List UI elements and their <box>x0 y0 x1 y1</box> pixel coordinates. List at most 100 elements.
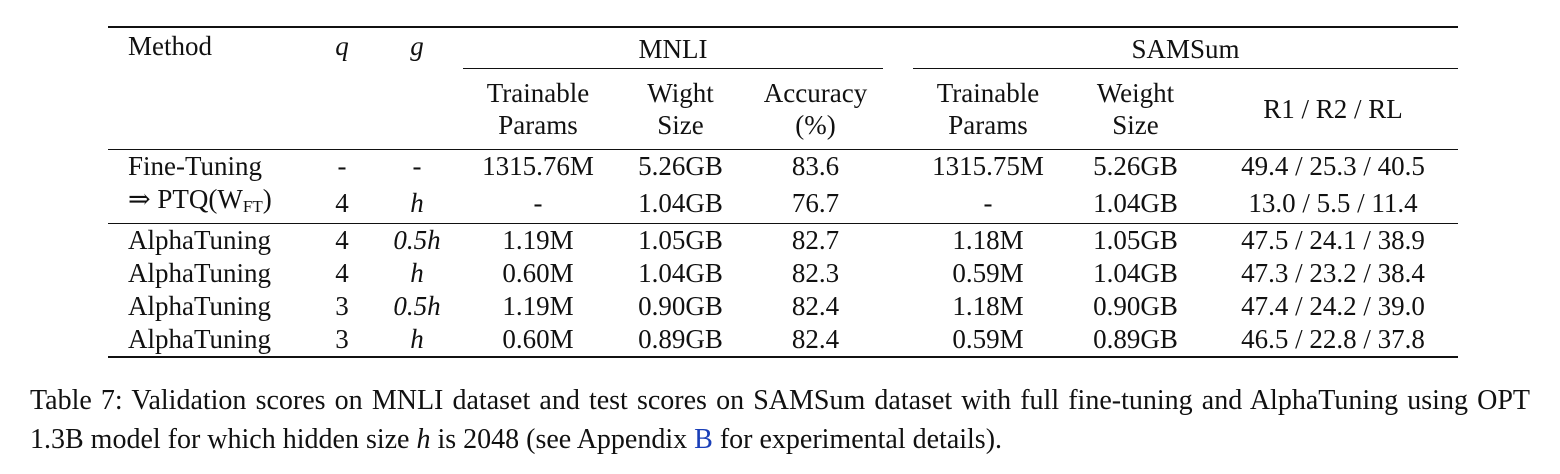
header-g: g <box>371 26 463 150</box>
cell-mnli-params: 1.19M <box>502 291 574 321</box>
cell-sam-size: 1.05GB <box>1063 223 1208 257</box>
cell-sam-params: 1.18M <box>913 223 1063 257</box>
cell-mnli-size: 1.05GB <box>613 223 748 257</box>
cell-mnli-acc: 82.4 <box>748 323 883 358</box>
header-group-row: Method q g MNLI SAMSum <box>108 26 1458 150</box>
cell-sam-rouge: 13.0 / 5.5 / 11.4 <box>1248 187 1418 218</box>
cell-gap <box>883 257 913 290</box>
cell-g: h <box>410 258 424 288</box>
cell-mnli-params: 0.60M <box>502 258 574 288</box>
cell-sam-params: 1.18M <box>952 291 1024 321</box>
header-sam-params-line1: Trainable <box>936 78 1040 108</box>
cell-sam-params: 0.59M <box>913 323 1063 358</box>
cell-mnli-acc: 82.4 <box>791 291 840 321</box>
header-sam-rouge: R1 / R2 / RL <box>1263 94 1403 124</box>
cell-g: - <box>371 149 463 183</box>
cell-sam-rouge: 49.4 / 25.3 / 40.5 <box>1208 149 1458 183</box>
method-ptq-suffix: ) <box>262 184 272 214</box>
cell-gap <box>883 323 913 358</box>
cell-sam-params: 0.59M <box>952 258 1024 288</box>
header-sub-row: Trainable Params Wight Size Accuracy (%) Tr… <box>108 69 1458 150</box>
header-mnli-params-line2: Params <box>498 110 578 140</box>
cell-method: AlphaTuning <box>108 223 313 257</box>
cell-method: AlphaTuning <box>108 323 313 358</box>
results-table-container: Method q g MNLI SAMSum Trainable Params W… <box>108 26 1458 358</box>
cell-mnli-acc: 82.7 <box>748 223 883 257</box>
cell-mnli-size: 1.04GB <box>638 187 723 218</box>
table-row: ⇒ PTQ(WFT) 4 h - 1.04GB 76.7 - 1.04GB 13… <box>108 183 1458 224</box>
header-mnli-acc-line1: Accuracy <box>763 78 868 108</box>
header-mnli-size-line2: Size <box>657 110 704 140</box>
header-sam-params-line2: Params <box>948 110 1028 140</box>
cell-gap <box>883 290 913 323</box>
table-row: AlphaTuning 4 0.5h 1.19M 1.05GB 82.7 1.1… <box>108 223 1458 257</box>
cell-q: - <box>313 149 371 183</box>
results-table: Method q g MNLI SAMSum Trainable Params W… <box>108 26 1458 358</box>
header-mnli-params-line1: Trainable <box>486 78 590 108</box>
cell-sam-size: 1.04GB <box>1093 258 1178 288</box>
cell-mnli-params: 0.60M <box>463 323 613 358</box>
cell-gap <box>883 223 913 257</box>
method-ptq-subscript: FT <box>242 197 263 216</box>
cell-sam-params: 1315.75M <box>913 149 1063 183</box>
appendix-link[interactable]: B <box>694 424 713 455</box>
cell-g: 0.5h <box>393 291 441 321</box>
cell-mnli-size: 0.90GB <box>638 291 723 321</box>
header-mnli-acc-line2: (%) <box>795 110 836 140</box>
cell-g: 0.5h <box>371 223 463 257</box>
cell-method: AlphaTuning <box>128 291 272 321</box>
table-row: AlphaTuning 4 h 0.60M 1.04GB 82.3 0.59M … <box>108 257 1458 290</box>
caption-text-1: Table 7: Validation scores on MNLI datas… <box>30 385 1530 455</box>
cell-q: 4 <box>335 187 349 218</box>
cell-sam-rouge: 47.3 / 23.2 / 38.4 <box>1241 258 1425 288</box>
cell-g: h <box>371 323 463 358</box>
cell-gap <box>883 183 913 224</box>
header-method: Method <box>108 26 313 150</box>
header-group-samsum: SAMSum <box>913 26 1458 69</box>
cell-mnli-size: 5.26GB <box>613 149 748 183</box>
cell-sam-size: 0.89GB <box>1063 323 1208 358</box>
header-sam-size: Weight Size <box>1063 69 1208 150</box>
cell-sam-rouge: 47.5 / 24.1 / 38.9 <box>1208 223 1458 257</box>
cell-method: AlphaTuning <box>128 258 272 288</box>
cell-method: ⇒ PTQ(WFT) <box>108 183 313 224</box>
cell-sam-size: 1.04GB <box>1093 187 1178 218</box>
cell-g: h <box>410 187 424 218</box>
cell-sam-rouge: 46.5 / 22.8 / 37.8 <box>1208 323 1458 358</box>
cell-mnli-acc: 82.3 <box>791 258 840 288</box>
header-mnli-size-line1: Wight <box>647 78 714 108</box>
header-mnli-acc: Accuracy (%) <box>748 69 883 150</box>
header-mnli-params: Trainable Params <box>463 69 613 150</box>
cell-q: 3 <box>313 323 371 358</box>
header-mnli-size: Wight Size <box>613 69 748 150</box>
table-row: Fine-Tuning - - 1315.76M 5.26GB 83.6 131… <box>108 149 1458 183</box>
header-sam-size-line1: Weight <box>1096 78 1175 108</box>
header-sam-params: Trainable Params <box>913 69 1063 150</box>
cell-sam-rouge: 47.4 / 24.2 / 39.0 <box>1241 291 1425 321</box>
cell-mnli-size: 0.89GB <box>613 323 748 358</box>
cell-sam-size: 5.26GB <box>1063 149 1208 183</box>
cell-mnli-acc: 83.6 <box>748 149 883 183</box>
header-sam-size-line2: Size <box>1112 110 1159 140</box>
cell-sam-params: - <box>983 187 993 218</box>
table-row: AlphaTuning 3 h 0.60M 0.89GB 82.4 0.59M … <box>108 323 1458 358</box>
cell-mnli-size: 1.04GB <box>638 258 723 288</box>
table-caption: Table 7: Validation scores on MNLI datas… <box>30 381 1530 459</box>
cell-mnli-acc: 76.7 <box>791 187 840 218</box>
cell-q: 3 <box>335 291 349 321</box>
cell-mnli-params: - <box>533 187 543 218</box>
method-ptq-prefix: ⇒ PTQ(W <box>128 184 243 214</box>
cell-q: 4 <box>335 258 349 288</box>
caption-text-3: for experimental details). <box>712 424 1003 455</box>
caption-text-2: is 2048 (see Appendix <box>430 424 695 455</box>
cell-mnli-params: 1.19M <box>463 223 613 257</box>
cell-gap <box>883 149 913 183</box>
cell-q: 4 <box>313 223 371 257</box>
cell-sam-size: 0.90GB <box>1093 291 1178 321</box>
header-gap-sub <box>883 69 913 150</box>
cell-method: Fine-Tuning <box>108 149 313 183</box>
header-gap <box>883 26 913 69</box>
caption-h: h <box>416 424 431 455</box>
cell-mnli-params: 1315.76M <box>463 149 613 183</box>
header-group-mnli: MNLI <box>463 26 883 69</box>
